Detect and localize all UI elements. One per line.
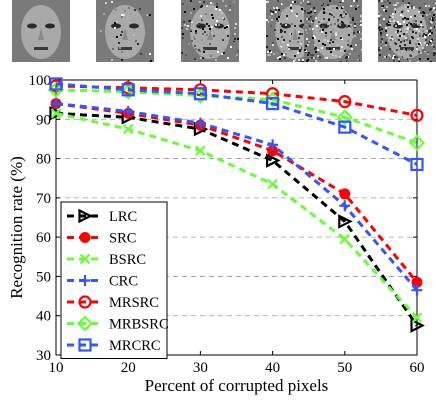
data-point <box>410 318 425 333</box>
y-tick-label: 70 <box>36 191 51 207</box>
data-point <box>195 145 206 156</box>
legend-label: LRC <box>109 209 137 225</box>
series-line <box>55 102 419 284</box>
series-line <box>55 111 419 319</box>
chart-svg: 10 20 30 40 50 60 30 40 50 60 70 80 90 100 LRC SRC BSRC… <box>7 73 426 395</box>
axis-ticks: 10 20 30 40 50 60 30 40 50 60 70 80 90 100 <box>29 73 425 376</box>
plot-frame <box>55 79 418 356</box>
y-axis-label: Recognition rate (%) <box>7 156 26 299</box>
data-point <box>194 117 206 129</box>
x-tick-label: 40 <box>265 360 280 376</box>
face-thumbnails <box>0 0 436 66</box>
legend-label: MRCRC <box>109 338 161 354</box>
legend-box <box>60 201 168 359</box>
legend-label: BSRC <box>109 252 146 268</box>
y-tick-label: 30 <box>36 348 51 364</box>
legend-marker <box>79 232 91 243</box>
data-point <box>338 120 352 134</box>
data-point <box>121 83 135 97</box>
data-point <box>411 284 423 296</box>
face-thumbnail <box>12 0 70 62</box>
legend-marker <box>79 275 91 286</box>
legend-item: MRBSRC <box>67 315 169 333</box>
data-point <box>267 139 279 151</box>
face-thumbnail <box>96 0 154 62</box>
legend-label: MRBSRC <box>109 317 169 333</box>
legend-marker <box>76 315 94 332</box>
chart: 10 20 30 40 50 60 30 40 50 60 70 80 90 100 LRC SRC BSRC… <box>0 66 436 401</box>
x-tick-label: 10 <box>49 360 64 376</box>
data-point <box>336 109 353 126</box>
x-tick-label: 30 <box>193 360 208 376</box>
data-point <box>50 108 62 119</box>
data-point <box>339 188 351 200</box>
data-point <box>338 214 353 229</box>
face-thumbnail <box>181 0 239 62</box>
legend-marker <box>79 253 91 265</box>
legend-item: CRC <box>67 274 138 290</box>
legend-marker <box>78 208 93 224</box>
series-group <box>47 77 426 333</box>
x-tick-label: 20 <box>121 360 136 376</box>
series-line <box>55 111 419 327</box>
y-tick-label: 80 <box>36 152 51 168</box>
data-point <box>266 96 280 111</box>
data-point <box>411 312 423 323</box>
data-point <box>339 233 351 245</box>
legend-item: SRC <box>67 231 136 247</box>
data-point <box>49 77 63 91</box>
y-tick-label: 90 <box>36 112 51 128</box>
y-tick-label: 100 <box>29 73 52 89</box>
x-axis-label: Percent of corrupted pixels <box>145 376 329 395</box>
legend: LRC SRC BSRC CRC MRSRC MRBSRC MRCRC <box>60 201 169 359</box>
series-crc <box>50 98 423 296</box>
series-bsrc <box>50 108 423 323</box>
data-point <box>50 98 62 110</box>
face-thumbnail <box>304 0 362 62</box>
legend-item: LRC <box>67 208 137 225</box>
x-tick-label: 50 <box>337 360 352 376</box>
data-point <box>408 134 426 151</box>
legend-marker <box>78 295 92 309</box>
data-point <box>122 105 134 117</box>
data-point <box>47 81 65 98</box>
data-point <box>49 106 64 121</box>
y-tick-label: 50 <box>36 269 51 285</box>
y-tick-label: 40 <box>36 309 51 325</box>
data-point <box>122 123 134 135</box>
series-line <box>55 102 419 292</box>
legend-label: SRC <box>109 231 136 247</box>
data-point <box>266 153 281 168</box>
legend-item: BSRC <box>67 252 146 268</box>
series-mrcrc <box>49 77 424 172</box>
data-point <box>193 87 207 101</box>
series-line <box>55 82 418 166</box>
x-tick-label: 60 <box>410 360 425 376</box>
legend-label: CRC <box>109 274 138 290</box>
data-point <box>267 178 278 190</box>
data-point <box>410 157 424 172</box>
legend-item: MRCRC <box>67 338 161 354</box>
y-tick-label: 60 <box>36 230 51 246</box>
legend-label: MRSRC <box>109 295 159 311</box>
data-point <box>339 200 351 212</box>
face-thumbnail <box>378 0 436 62</box>
data-point <box>410 108 424 122</box>
legend-item: MRSRC <box>67 295 159 311</box>
series-lrc <box>49 106 425 333</box>
data-point <box>338 95 352 109</box>
legend-marker <box>78 338 92 352</box>
